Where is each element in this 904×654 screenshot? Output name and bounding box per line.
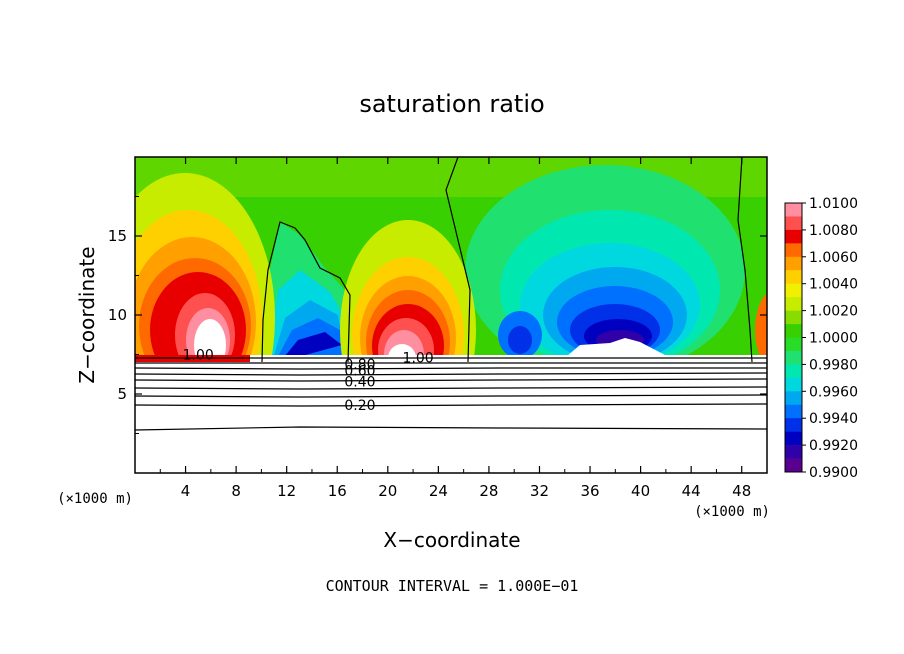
y-axis-unit: (×1000 m) <box>57 491 133 507</box>
x-tick-label: 48 <box>732 482 751 500</box>
x-axis-label: X−coordinate <box>383 528 520 552</box>
colorbar-label: 0.9920 <box>809 438 858 454</box>
contour-labels: 1.00 1.00 0.800.600.40 0.20 <box>183 348 434 415</box>
colorbar-label: 1.0040 <box>809 277 858 293</box>
x-tick-label: 44 <box>682 482 701 500</box>
colorbar-swatch <box>785 404 802 419</box>
x-tick-label: 16 <box>328 482 347 500</box>
colorbar-swatch <box>785 377 802 392</box>
x-axis-unit: (×1000 m) <box>694 504 770 520</box>
colorbar-swatch <box>785 283 802 298</box>
colorbar-label: 1.0020 <box>809 304 858 320</box>
chart-title: saturation ratio <box>359 90 544 118</box>
contour-lines <box>135 157 767 431</box>
colorbar-label: 0.9980 <box>809 357 858 373</box>
contour-label: 1.00 <box>403 351 434 367</box>
y-tick-label: 10 <box>108 306 127 324</box>
colorbar-swatch <box>785 243 802 258</box>
colorbar: 1.0100 1.0080 1.0060 1.0040 1.0020 1.0000 0.99… <box>784 196 858 481</box>
colorbar-swatch <box>785 324 802 338</box>
saturation-field <box>135 157 767 473</box>
colorbar-swatch <box>785 364 802 379</box>
colorbar-swatch <box>785 431 802 446</box>
x-tick-label: 12 <box>277 482 296 500</box>
contour-label: 0.20 <box>344 398 375 414</box>
colorbar-swatch <box>785 297 802 311</box>
colorbar-swatch <box>785 418 802 432</box>
colorbar-swatch <box>785 350 802 365</box>
colorbar-swatch <box>785 270 802 284</box>
y-tick-label: 15 <box>108 227 127 245</box>
colorbar-label: 1.0080 <box>809 223 858 239</box>
x-tick-label: 4 <box>181 482 191 500</box>
colorbar-swatch <box>785 256 802 271</box>
contour-interval-note: CONTOUR INTERVAL = 1.000E−01 <box>326 577 579 595</box>
contour-label: 1.00 <box>183 348 214 364</box>
x-tick-label: 20 <box>378 482 397 500</box>
colorbar-swatch <box>785 310 802 325</box>
colorbar-label: 0.9960 <box>809 384 858 400</box>
colorbar-label: 1.0060 <box>809 250 858 266</box>
colorbar-label: 0.9940 <box>809 411 858 427</box>
colorbar-swatch <box>785 391 802 406</box>
x-tick-label: 8 <box>231 482 241 500</box>
x-tick-label: 36 <box>580 482 599 500</box>
colorbar-swatch <box>785 337 802 352</box>
colorbar-label: 0.9900 <box>809 465 858 481</box>
colorbar-swatch <box>785 203 802 217</box>
colorbar-swatch <box>785 445 802 459</box>
colorbar-label: 1.0100 <box>809 196 858 212</box>
colorbar-swatch <box>785 458 802 473</box>
contour-label: 0.40 <box>344 374 375 390</box>
colorbar-swatch <box>785 229 802 244</box>
x-tick-label: 24 <box>429 482 448 500</box>
x-tick-label: 28 <box>479 482 498 500</box>
x-axis-ticks: 4 8 12 16 20 24 28 32 36 40 44 48 <box>159 157 751 500</box>
y-axis-ticks: 5 10 15 <box>108 196 767 434</box>
x-tick-label: 32 <box>530 482 549 500</box>
colorbar-swatch <box>785 216 802 231</box>
contour-label: 0.80 <box>344 357 375 373</box>
y-axis-label: Z−coordinate <box>75 246 99 383</box>
y-tick-label: 5 <box>117 385 127 403</box>
contour-label: 0.60 <box>344 363 375 379</box>
colorbar-label: 1.0000 <box>809 331 858 347</box>
x-tick-label: 40 <box>631 482 650 500</box>
